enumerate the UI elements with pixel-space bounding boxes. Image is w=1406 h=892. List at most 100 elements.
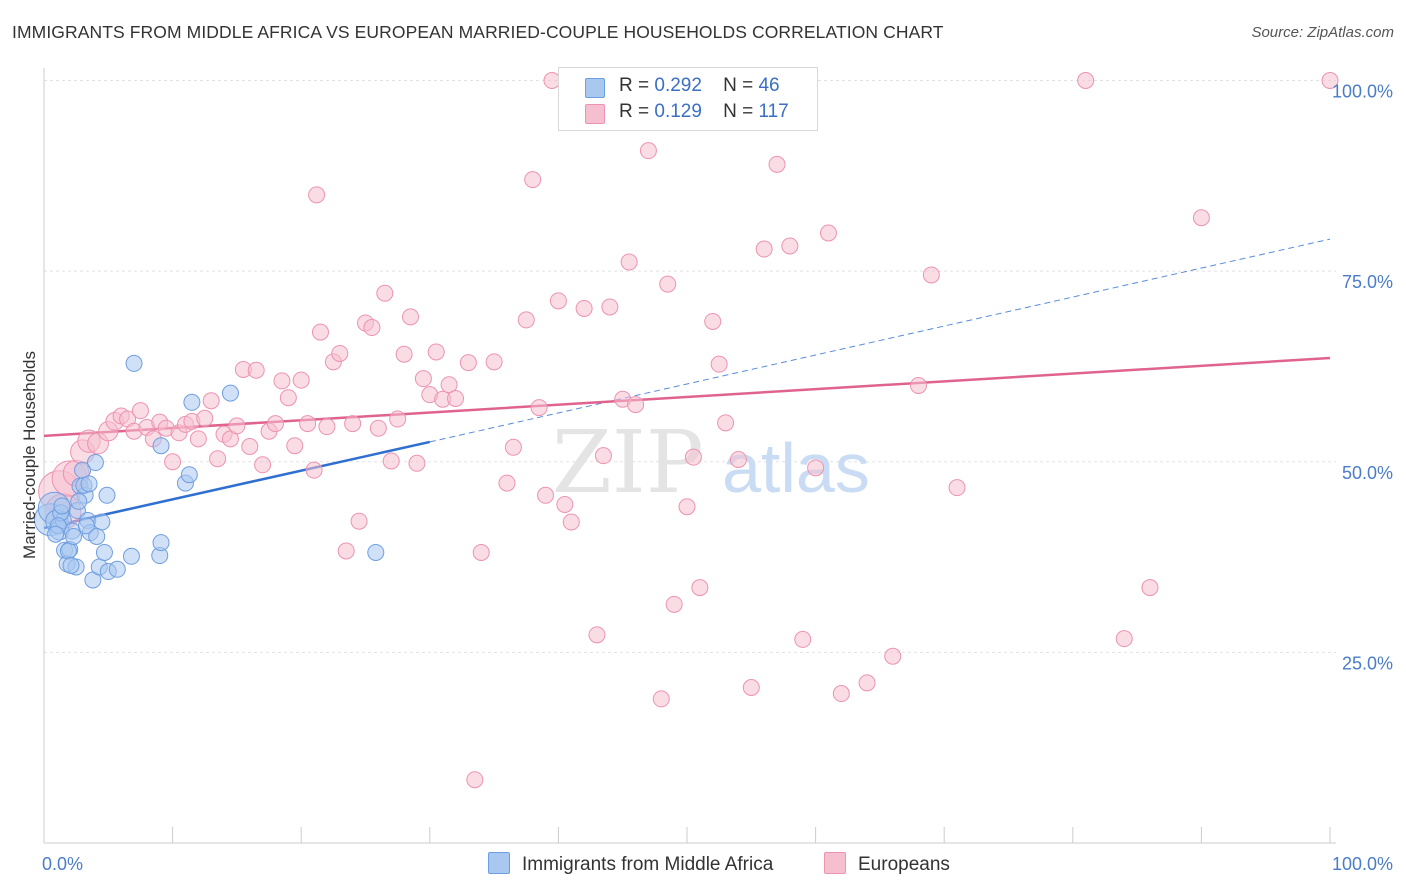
data-point (189, 430, 207, 448)
data-point (337, 542, 355, 560)
data-point (710, 355, 728, 373)
data-point (691, 579, 709, 597)
data-point (376, 284, 394, 302)
data-point (832, 685, 850, 703)
bottom-legend-pink: Europeans (824, 852, 950, 876)
legend-n-label: N = (723, 101, 754, 122)
y-tick-label: 50.0% (1342, 463, 1393, 483)
data-point (299, 415, 317, 433)
data-point (1192, 209, 1210, 227)
data-point (196, 409, 214, 427)
data-point (152, 534, 170, 552)
data-point (948, 479, 966, 497)
data-point (601, 298, 619, 316)
data-point (180, 466, 198, 484)
legend-n-value: 117 (758, 101, 789, 122)
data-point (1115, 630, 1133, 648)
data-point (858, 674, 876, 692)
y-axis-label: Married-couple Households (20, 351, 39, 559)
watermark-zip: ZIP (552, 413, 704, 513)
bottom-legend-swatch-blue (488, 852, 510, 874)
data-point (318, 418, 336, 436)
data-point (575, 299, 593, 317)
data-point (108, 560, 126, 578)
legend-swatch-pink (585, 104, 605, 124)
data-point (781, 237, 799, 255)
data-point (266, 415, 284, 433)
data-point (729, 450, 747, 468)
data-point (59, 542, 77, 560)
data-point (350, 512, 368, 530)
blue-trend-extension (429, 238, 1331, 443)
data-point (363, 319, 381, 337)
watermark-atlas: atlas (722, 429, 870, 507)
axes (43, 68, 1336, 844)
data-point (807, 459, 825, 477)
data-point (447, 389, 465, 407)
data-point (382, 452, 400, 470)
data-point (742, 678, 760, 696)
y-tick-label: 100.0% (1332, 82, 1393, 102)
data-point (93, 513, 111, 531)
data-point (389, 410, 407, 428)
data-point (537, 486, 555, 504)
data-point (65, 527, 83, 545)
data-point (414, 370, 432, 388)
bottom-legend-label-blue: Immigrants from Middle Africa (522, 854, 774, 875)
legend-n-label: N = (723, 75, 754, 96)
chart-title: IMMIGRANTS FROM MIDDLE AFRICA VS EUROPEA… (12, 22, 944, 42)
data-point (254, 456, 272, 474)
bottom-legend-label-pink: Europeans (858, 854, 950, 875)
data-point (286, 437, 304, 455)
data-point (819, 224, 837, 242)
data-point (440, 376, 458, 394)
middle-africa-points (33, 354, 385, 589)
grid-lines (44, 80, 1336, 653)
source-label: Source: ZipAtlas.com (1251, 24, 1394, 41)
data-point (498, 474, 516, 492)
data-point (1141, 579, 1159, 597)
data-point (183, 393, 201, 411)
stats-legend: R = 0.292 N = 46 R = 0.129 N = 117 (558, 67, 818, 131)
trend-lines (43, 238, 1331, 530)
data-point (88, 527, 106, 545)
data-point (62, 556, 80, 574)
blue-trend-line (43, 440, 431, 530)
x-tick-label: 100.0% (1332, 854, 1393, 874)
legend-r-value: 0.129 (654, 101, 702, 122)
data-point (659, 275, 677, 293)
data-point (122, 547, 140, 565)
data-point (247, 361, 265, 379)
data-point (125, 354, 143, 372)
data-point (517, 311, 535, 329)
data-point (620, 253, 638, 271)
y-tick-label: 75.0% (1342, 272, 1393, 292)
data-point (47, 525, 65, 543)
data-point (427, 343, 445, 361)
legend-r-value: 0.292 (654, 75, 702, 96)
legend-n-value: 46 (758, 75, 780, 96)
data-point (459, 354, 477, 372)
data-point (344, 415, 362, 433)
data-point (279, 389, 297, 407)
data-point (704, 312, 722, 330)
data-point (311, 323, 329, 341)
data-point (221, 384, 239, 402)
data-point (562, 513, 580, 531)
data-point (80, 475, 98, 493)
data-point (556, 495, 574, 513)
data-point (152, 437, 170, 455)
data-point (77, 517, 95, 535)
data-point (472, 543, 490, 561)
legend-r-label: R = (619, 75, 650, 96)
tick-labels: 25.0% 50.0% 75.0% 100.0% 0.0% 100.0% (42, 82, 1393, 875)
data-point (678, 498, 696, 516)
legend-swatch-blue (585, 78, 605, 98)
data-point (331, 344, 349, 362)
data-point (95, 543, 113, 561)
pink-trend-line (43, 356, 1331, 438)
data-point (665, 595, 683, 613)
data-point (768, 155, 786, 173)
data-point (305, 461, 323, 479)
